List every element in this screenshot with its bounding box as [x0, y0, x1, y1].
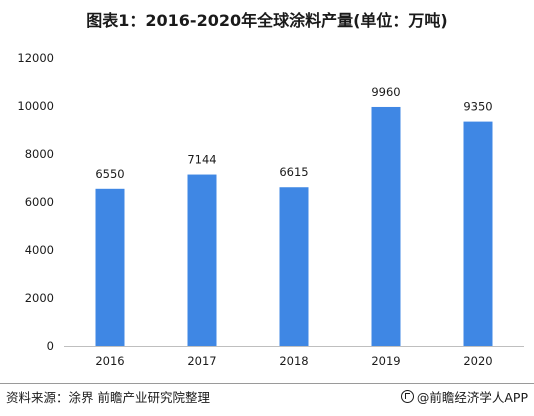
bar	[279, 187, 309, 346]
y-axis: 0 2000 4000 6000 8000 10000 12000	[17, 51, 54, 353]
data-labels: 6550 7144 6615 9960 9350	[95, 85, 492, 181]
x-axis: 2016 2017 2018 2019 2020	[64, 346, 524, 368]
y-tick-label: 4000	[25, 243, 54, 257]
source-note: 资料来源：涂界 前瞻产业研究院整理	[6, 390, 210, 405]
footer-divider	[0, 383, 534, 384]
brand-logo-icon	[400, 390, 414, 403]
brand-label: @前瞻经济学人APP	[416, 390, 528, 405]
x-tick-label: 2017	[187, 354, 216, 368]
bar-data-label: 6615	[279, 165, 308, 179]
bar-data-label: 6550	[95, 167, 124, 181]
y-tick-label: 2000	[25, 291, 54, 305]
x-tick-label: 2016	[95, 354, 124, 368]
bar	[187, 174, 217, 346]
y-tick-label: 6000	[25, 195, 54, 209]
x-tick-label: 2019	[371, 354, 400, 368]
y-tick-label: 10000	[17, 99, 54, 113]
bar	[463, 121, 493, 346]
chart-title: 图表1：2016-2020年全球涂料产量(单位：万吨)	[86, 11, 448, 30]
bar	[371, 106, 401, 347]
bar-data-label: 9960	[371, 85, 400, 99]
bar	[95, 188, 125, 346]
y-tick-label: 8000	[25, 147, 54, 161]
x-tick-label: 2020	[463, 354, 492, 368]
x-tick-label: 2018	[279, 354, 308, 368]
y-tick-label: 12000	[17, 51, 54, 65]
bar-chart: 0 2000 4000 6000 8000 10000 12000 6550 7144 6615…	[17, 51, 524, 368]
bar-series	[95, 106, 493, 347]
bar-data-label: 7144	[187, 153, 216, 167]
y-tick-label: 0	[47, 339, 54, 353]
bar-data-label: 9350	[463, 100, 492, 114]
brand-mark: @前瞻经济学人APP	[400, 387, 528, 406]
